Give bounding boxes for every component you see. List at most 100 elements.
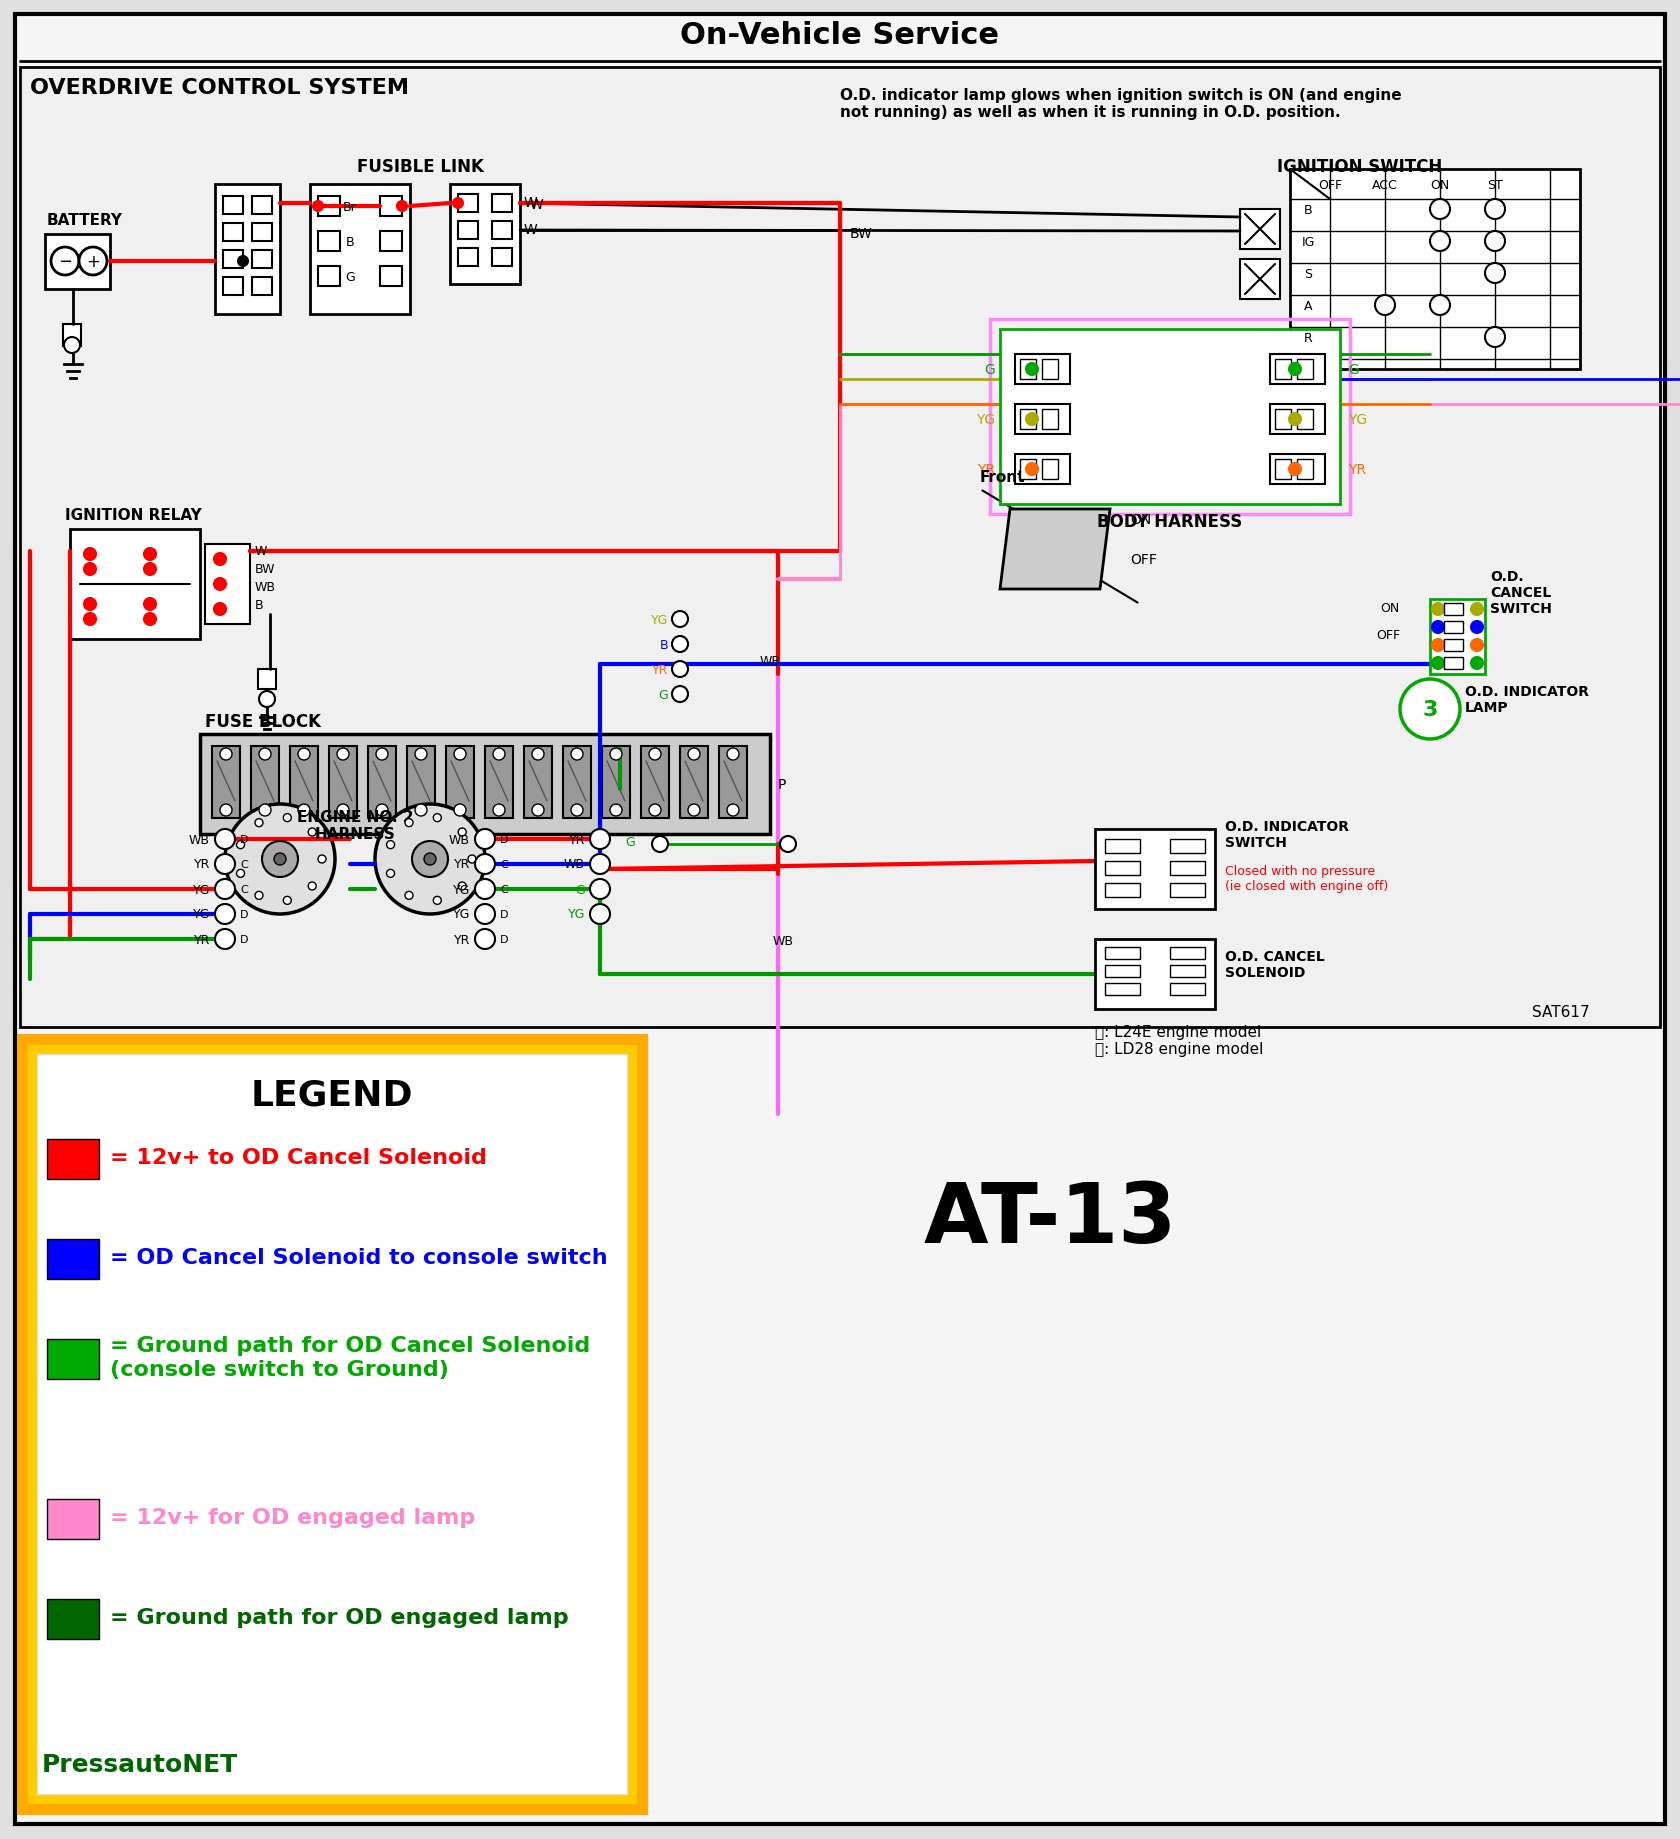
Circle shape	[144, 614, 156, 625]
Bar	[445, 747, 474, 818]
Circle shape	[610, 748, 622, 761]
Bar	[22, 1039, 642, 1810]
Text: W: W	[255, 544, 267, 557]
Circle shape	[50, 248, 79, 276]
Bar	[1297, 410, 1314, 430]
Circle shape	[475, 929, 496, 949]
Circle shape	[213, 603, 227, 616]
Text: BODY HARNESS: BODY HARNESS	[1097, 513, 1243, 531]
Bar	[1020, 360, 1037, 381]
Circle shape	[284, 815, 291, 822]
Circle shape	[590, 905, 610, 925]
Bar	[459, 223, 479, 239]
Circle shape	[475, 855, 496, 875]
Bar	[223, 250, 244, 268]
Bar	[1240, 210, 1280, 250]
Circle shape	[405, 818, 413, 828]
Bar	[223, 197, 244, 215]
Bar	[1105, 883, 1141, 897]
Circle shape	[215, 829, 235, 850]
Bar	[1042, 360, 1058, 381]
Circle shape	[215, 879, 235, 899]
Bar	[259, 669, 276, 690]
Text: B: B	[659, 638, 669, 651]
Text: WB: WB	[759, 655, 781, 668]
Circle shape	[590, 879, 610, 899]
Circle shape	[689, 748, 701, 761]
Text: WB: WB	[564, 859, 585, 872]
Circle shape	[1431, 640, 1445, 651]
Bar	[1169, 883, 1205, 897]
Bar	[1042, 410, 1058, 430]
Bar	[1297, 360, 1314, 381]
Circle shape	[727, 805, 739, 817]
Circle shape	[220, 748, 232, 761]
Bar	[1290, 169, 1579, 370]
Text: YG: YG	[976, 412, 995, 427]
Circle shape	[318, 855, 326, 864]
Circle shape	[215, 905, 235, 925]
Bar	[719, 747, 748, 818]
Circle shape	[433, 897, 442, 905]
Text: YG: YG	[193, 883, 210, 896]
Bar	[601, 747, 630, 818]
Circle shape	[1430, 200, 1450, 221]
Circle shape	[492, 748, 506, 761]
Circle shape	[259, 805, 270, 817]
Text: = OD Cancel Solenoid to console switch: = OD Cancel Solenoid to console switch	[109, 1247, 608, 1267]
Text: G: G	[344, 270, 354, 283]
Text: YR: YR	[454, 932, 470, 945]
Bar	[200, 734, 769, 835]
Circle shape	[492, 805, 506, 817]
Text: P: P	[778, 778, 786, 791]
Bar	[215, 186, 281, 314]
Circle shape	[459, 829, 465, 837]
Circle shape	[1026, 364, 1038, 375]
Circle shape	[259, 691, 276, 708]
Bar	[47, 1499, 99, 1539]
Circle shape	[259, 748, 270, 761]
Bar	[450, 186, 521, 285]
Circle shape	[274, 853, 286, 866]
Text: YG: YG	[1347, 412, 1368, 427]
Bar	[380, 267, 402, 287]
Bar	[1015, 355, 1070, 384]
Circle shape	[1485, 263, 1505, 283]
Bar	[318, 267, 339, 287]
Circle shape	[405, 892, 413, 899]
Bar	[1270, 454, 1326, 485]
Bar	[380, 232, 402, 252]
Circle shape	[689, 805, 701, 817]
Bar	[492, 223, 512, 239]
Bar	[329, 747, 358, 818]
Text: B: B	[1304, 204, 1312, 217]
Text: D: D	[501, 910, 509, 920]
Text: IG: IG	[1302, 235, 1315, 248]
Text: A: A	[1304, 300, 1312, 313]
Bar	[47, 1339, 99, 1379]
Bar	[1020, 410, 1037, 430]
Bar	[1169, 965, 1205, 978]
Bar	[380, 197, 402, 217]
Circle shape	[284, 897, 291, 905]
Bar	[1297, 460, 1314, 480]
Circle shape	[79, 248, 108, 276]
Bar	[311, 186, 410, 314]
Circle shape	[144, 548, 156, 561]
Bar	[1105, 947, 1141, 960]
Bar	[1000, 329, 1341, 504]
Bar	[1015, 454, 1070, 485]
Circle shape	[312, 202, 323, 211]
Bar	[250, 747, 279, 818]
Circle shape	[338, 805, 349, 817]
Bar	[1105, 840, 1141, 853]
Text: Closed with no pressure
(ie closed with engine off): Closed with no pressure (ie closed with …	[1225, 864, 1388, 892]
Circle shape	[215, 929, 235, 949]
Text: O.D.
CANCEL
SWITCH: O.D. CANCEL SWITCH	[1490, 570, 1552, 616]
Circle shape	[376, 805, 388, 817]
Text: YG: YG	[650, 612, 669, 625]
Circle shape	[1026, 414, 1038, 427]
Text: O.D. INDICATOR
LAMP: O.D. INDICATOR LAMP	[1465, 684, 1589, 715]
Bar	[1240, 259, 1280, 300]
Bar	[1105, 984, 1141, 995]
